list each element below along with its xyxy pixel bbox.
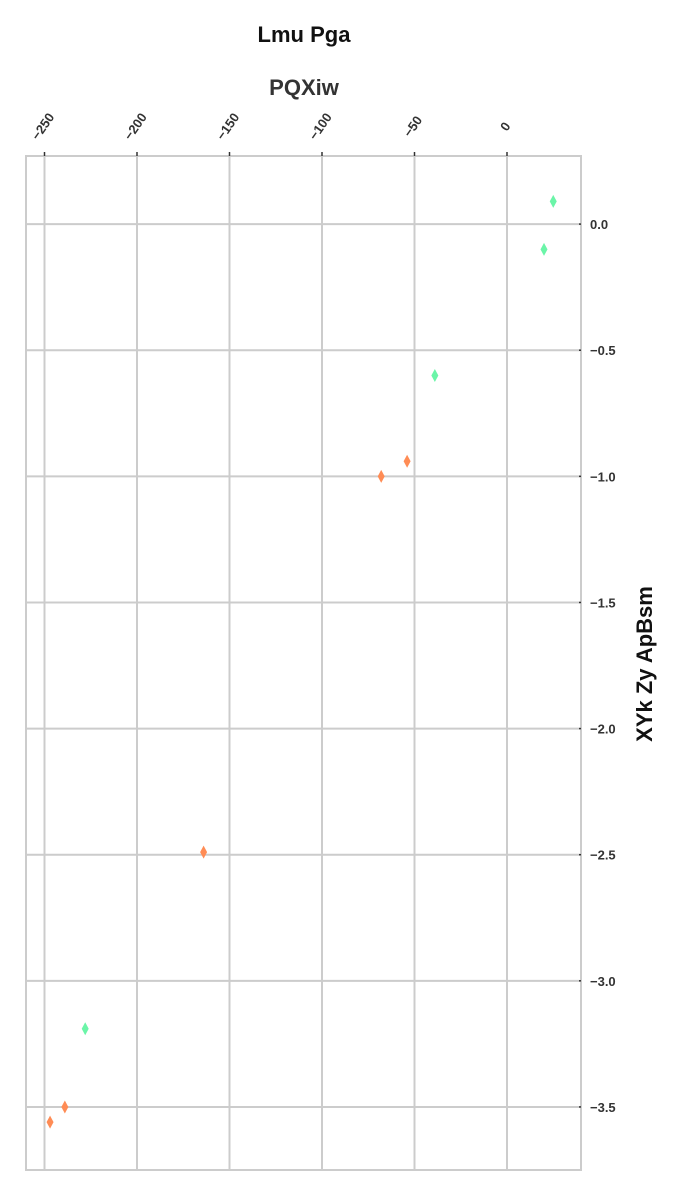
y-tick-label: −2.0 (590, 722, 616, 737)
plot-frame (25, 155, 582, 1171)
data-point (61, 1100, 69, 1114)
x-tick-label: 0 (497, 119, 513, 134)
x-tick-label: −250 (28, 110, 57, 143)
y-tick-label: −3.5 (590, 1100, 616, 1115)
x-tick-label: −200 (121, 110, 150, 143)
y-axis-ticks: 0.0 −0.5 −1.0 −1.5 −2.0 −2.5 −3.0 −3.5 (579, 217, 616, 1115)
data-point (377, 469, 385, 483)
x-axis-label: PQXiw (269, 75, 340, 100)
data-point (200, 845, 208, 859)
x-tick-label: −150 (213, 110, 242, 143)
data-point (540, 242, 548, 256)
y-axis-label: XYk Zy ApBsm (632, 586, 657, 742)
y-tick-label: −1.5 (590, 595, 616, 610)
data-points (46, 194, 557, 1129)
data-point (431, 368, 439, 382)
data-point (403, 454, 411, 468)
data-point (46, 1115, 54, 1129)
y-tick-label: −1.0 (590, 469, 616, 484)
x-tick-label: −50 (400, 113, 425, 140)
y-tick-label: −2.5 (590, 848, 616, 863)
x-tick-label: −100 (306, 110, 335, 143)
y-tick-label: −3.0 (590, 974, 616, 989)
y-tick-label: 0.0 (590, 217, 608, 232)
x-axis-ticks: −250 −200 −150 −100 −50 0 (28, 110, 514, 156)
data-point (549, 194, 557, 208)
chart-title: Lmu Pga (258, 22, 352, 47)
y-tick-label: −0.5 (590, 343, 616, 358)
grid-lines (26, 156, 581, 1170)
data-point (81, 1022, 89, 1036)
